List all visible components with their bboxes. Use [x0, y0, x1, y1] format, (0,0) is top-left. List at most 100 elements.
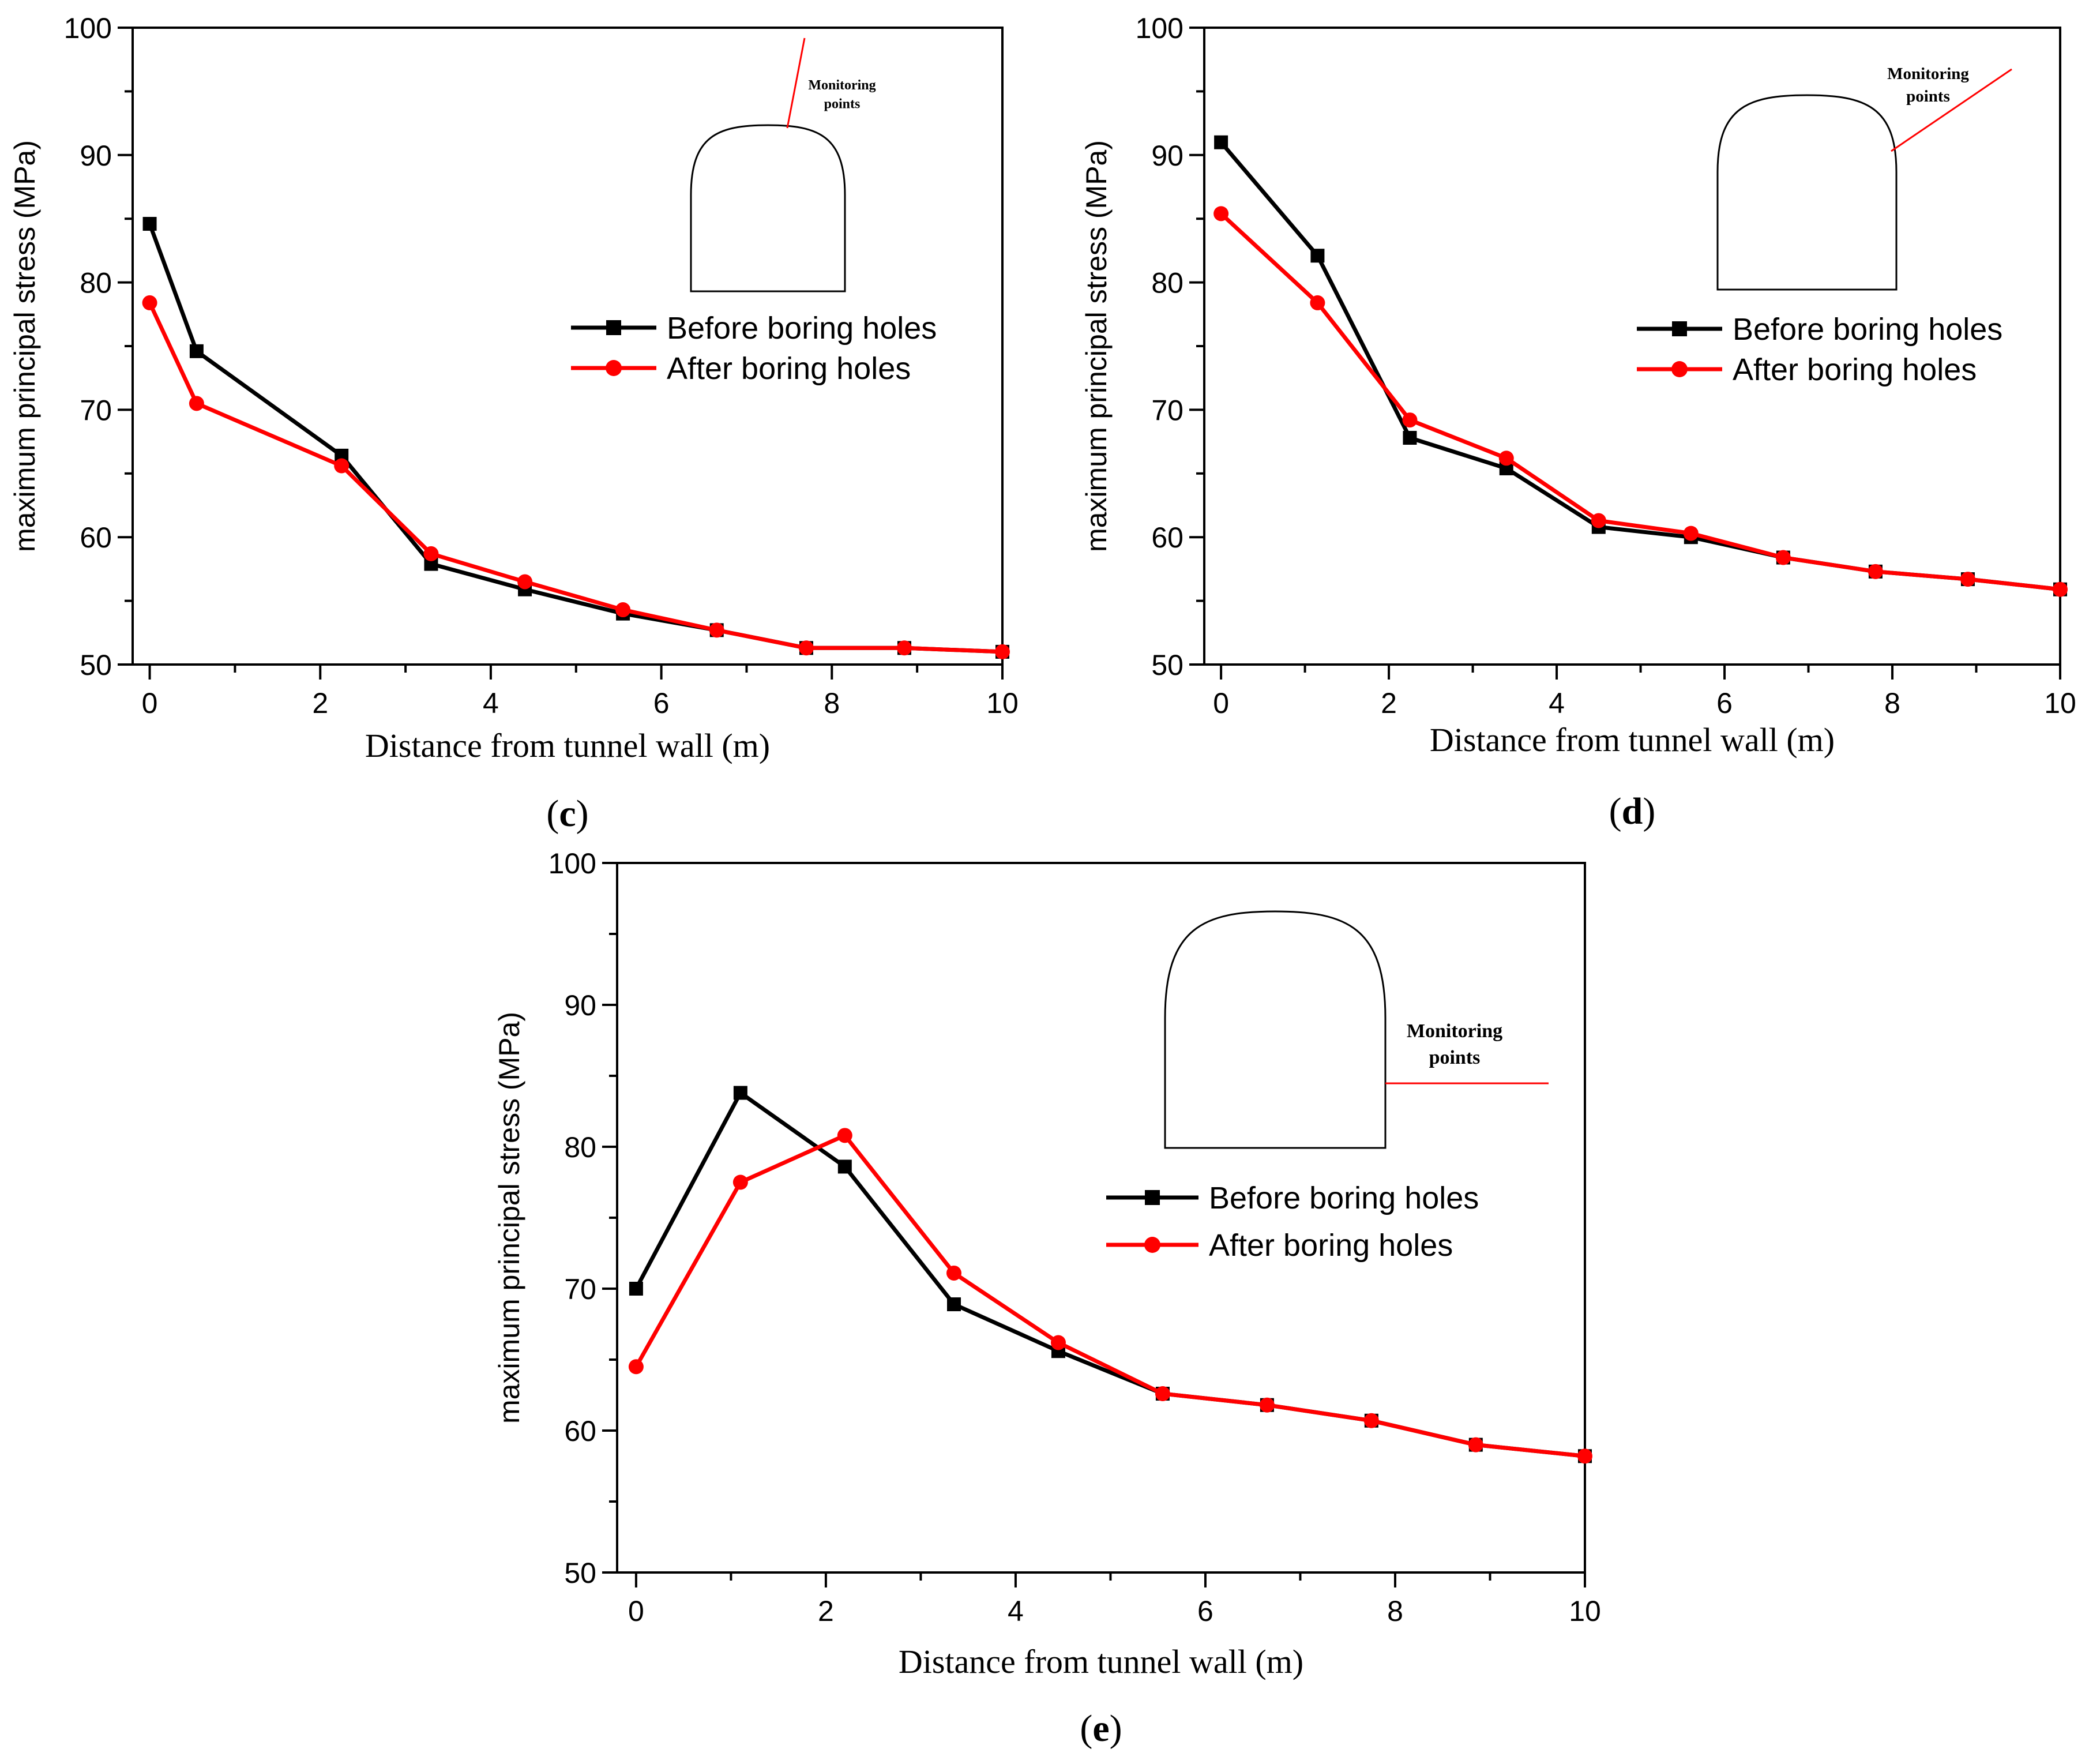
- legend-marker-square: [1672, 321, 1687, 336]
- panel-label: (d): [1609, 790, 1656, 832]
- data-point-square: [629, 1282, 643, 1296]
- series-line: [634, 1133, 1585, 1458]
- legend-label: Before boring holes: [1209, 1181, 1479, 1215]
- chart-panel-e: 50 60 70 80 90 100 0 2 4 6 8 10 Distance from tunnel…: [493, 847, 1601, 1750]
- legend-label: After boring holes: [1209, 1228, 1453, 1263]
- data-point-circle: [1213, 206, 1229, 222]
- legend-marker-square: [1145, 1190, 1160, 1205]
- y-tick-label: 100: [64, 12, 112, 44]
- x-tick-label: 10: [1569, 1595, 1601, 1627]
- tunnel-outline: [690, 124, 846, 292]
- plot-frame: [616, 862, 1586, 1574]
- monitoring-label: points: [824, 96, 861, 111]
- series-line: [148, 302, 1003, 654]
- data-point-circle: [1868, 564, 1883, 579]
- data-point-circle: [1498, 451, 1514, 466]
- x-axis-label: Distance from tunnel wall (m): [365, 727, 770, 764]
- x-tick-label: 8: [1884, 687, 1900, 719]
- x-tick-label: 4: [483, 687, 499, 719]
- data-point-circle: [628, 1359, 644, 1375]
- data-point-circle: [334, 458, 350, 474]
- y-tick-label: 80: [80, 267, 112, 299]
- y-tick-label: 70: [564, 1273, 596, 1305]
- x-tick-label: 4: [1549, 687, 1565, 719]
- x-tick-label: 6: [653, 687, 670, 719]
- data-point-circle: [709, 622, 724, 638]
- tunnel-outline: [1716, 94, 1898, 291]
- data-point-circle: [1577, 1448, 1592, 1464]
- panel-letter: e: [1092, 1707, 1109, 1750]
- x-tick-label: 0: [1213, 687, 1229, 719]
- data-point-square: [947, 1297, 961, 1312]
- y-tick-label: 60: [1151, 521, 1183, 554]
- legend-marker-circle: [1671, 361, 1688, 377]
- data-point-circle: [142, 295, 157, 310]
- data-point-circle: [423, 546, 439, 561]
- y-tick-label: 50: [80, 649, 112, 681]
- panel-label: (c): [546, 793, 588, 835]
- tunnel-inset: Monitoring points: [1164, 910, 1549, 1149]
- y-tick-label: 90: [1151, 140, 1183, 172]
- data-point-circle: [1960, 572, 1975, 587]
- y-axis-label: maximum principal stress (MPa): [1080, 140, 1113, 552]
- legend-entry: After boring holes: [571, 351, 911, 386]
- legend-label: Before boring holes: [1733, 312, 2002, 347]
- legend-entry: After boring holes: [1637, 352, 1977, 387]
- y-axis-label: maximum principal stress (MPa): [9, 140, 41, 552]
- data-point-circle: [1468, 1437, 1483, 1453]
- tunnel-inset: Monitoring points: [690, 37, 876, 292]
- data-point-circle: [1310, 295, 1325, 310]
- tunnel-inset: Monitoring points: [1716, 65, 2012, 291]
- legend-entry: Before boring holes: [1637, 312, 2002, 347]
- y-tick-label: 50: [1151, 649, 1183, 681]
- series-before: [629, 1086, 1592, 1463]
- data-point-square: [1214, 135, 1228, 149]
- data-point-circle: [995, 644, 1010, 659]
- data-point-circle: [1155, 1386, 1170, 1402]
- x-tick-label: 2: [1381, 687, 1397, 719]
- y-tick-label: 80: [1151, 267, 1183, 299]
- legend-marker-circle: [1144, 1237, 1160, 1253]
- data-point-circle: [1402, 412, 1418, 428]
- data-point-circle: [946, 1265, 962, 1281]
- data-point-circle: [1775, 550, 1791, 565]
- legend-entry: Before boring holes: [1106, 1181, 1479, 1215]
- x-tick-label: 2: [312, 687, 328, 719]
- panel-letter: c: [559, 793, 576, 835]
- series-line: [634, 1091, 1585, 1458]
- y-tick-label: 90: [80, 140, 112, 172]
- data-point-circle: [615, 602, 631, 618]
- panel-label: (e): [1080, 1707, 1122, 1750]
- data-point-circle: [1591, 513, 1606, 528]
- data-point-circle: [896, 640, 912, 656]
- series-after: [142, 295, 1010, 659]
- x-tick-label: 0: [142, 687, 158, 719]
- y-tick-label: 80: [564, 1131, 596, 1164]
- legend-label: After boring holes: [1733, 352, 1977, 387]
- data-point-circle: [1050, 1335, 1066, 1350]
- data-point-circle: [1683, 526, 1699, 541]
- y-tick-label: 100: [1136, 12, 1183, 44]
- data-point-circle: [517, 574, 533, 590]
- monitoring-line: [786, 37, 806, 129]
- legend-marker-square: [606, 320, 621, 335]
- panel-letter: d: [1622, 790, 1643, 832]
- y-axis-label: maximum principal stress (MPa): [493, 1012, 525, 1424]
- x-tick-label: 10: [2044, 687, 2076, 719]
- data-point-circle: [732, 1174, 748, 1190]
- x-tick-label: 2: [818, 1595, 834, 1627]
- legend-entry: After boring holes: [1106, 1228, 1453, 1263]
- x-tick-label: 8: [824, 687, 840, 719]
- y-tick-label: 70: [80, 394, 112, 426]
- x-tick-label: 0: [628, 1595, 644, 1627]
- data-point-circle: [1259, 1397, 1275, 1413]
- x-tick-label: 8: [1387, 1595, 1403, 1627]
- data-point-square: [189, 344, 204, 358]
- x-tick-label: 10: [986, 687, 1019, 719]
- monitoring-label: Monitoring: [1407, 1020, 1502, 1042]
- monitoring-label: Monitoring: [808, 78, 876, 93]
- data-point-circle: [189, 396, 204, 411]
- data-point-circle: [2053, 581, 2068, 597]
- y-tick-label: 60: [564, 1415, 596, 1447]
